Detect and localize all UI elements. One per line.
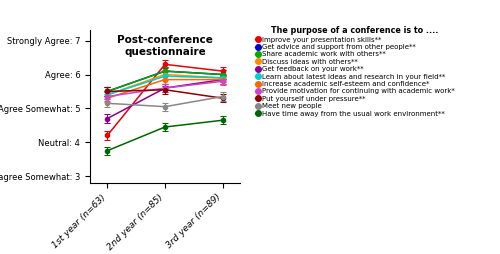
Text: Post-conference
questionnaire: Post-conference questionnaire [117, 35, 213, 57]
Legend: Improve your presentation skills**, Get advice and support from other people**, : Improve your presentation skills**, Get … [256, 26, 454, 117]
